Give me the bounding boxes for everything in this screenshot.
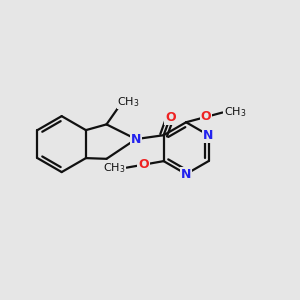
Text: O: O [201,110,211,123]
Text: N: N [181,168,191,181]
Text: CH$_3$: CH$_3$ [118,95,140,109]
Text: CH$_3$: CH$_3$ [224,106,247,119]
Text: O: O [165,111,175,124]
Text: N: N [131,133,141,146]
Text: CH$_3$: CH$_3$ [103,161,125,175]
Text: O: O [138,158,149,171]
Text: N: N [203,129,214,142]
